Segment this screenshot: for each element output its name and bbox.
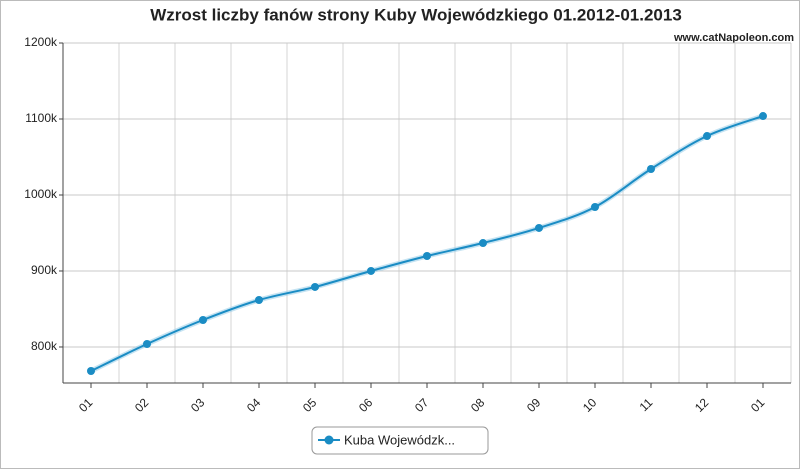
point bbox=[367, 266, 375, 275]
point bbox=[311, 282, 319, 291]
watermark: www.catNapoleon.com bbox=[673, 32, 794, 44]
y-tick-label: 900k bbox=[31, 263, 58, 277]
y-tick-label: 800k bbox=[31, 339, 58, 353]
point bbox=[647, 164, 655, 173]
y-tick-label: 1100k bbox=[25, 111, 58, 125]
point bbox=[535, 223, 543, 232]
point bbox=[87, 366, 95, 375]
y-tick-label: 1000k bbox=[24, 187, 58, 201]
point bbox=[143, 340, 151, 349]
point bbox=[703, 132, 711, 141]
legend-box[interactable] bbox=[311, 426, 489, 455]
point bbox=[423, 252, 431, 261]
point bbox=[479, 239, 487, 248]
legend[interactable]: Kuba Wojewódzk... bbox=[311, 426, 489, 455]
y-tick-label: 1200k bbox=[24, 35, 58, 49]
chart-title: Wzrost liczby fanów strony Kuby Wojewódz… bbox=[150, 5, 682, 24]
legend-label: Kuba Wojewódzk... bbox=[344, 432, 455, 447]
point bbox=[759, 112, 767, 121]
point bbox=[199, 316, 207, 325]
legend-marker bbox=[324, 435, 334, 445]
point bbox=[591, 202, 599, 211]
point bbox=[255, 296, 263, 305]
